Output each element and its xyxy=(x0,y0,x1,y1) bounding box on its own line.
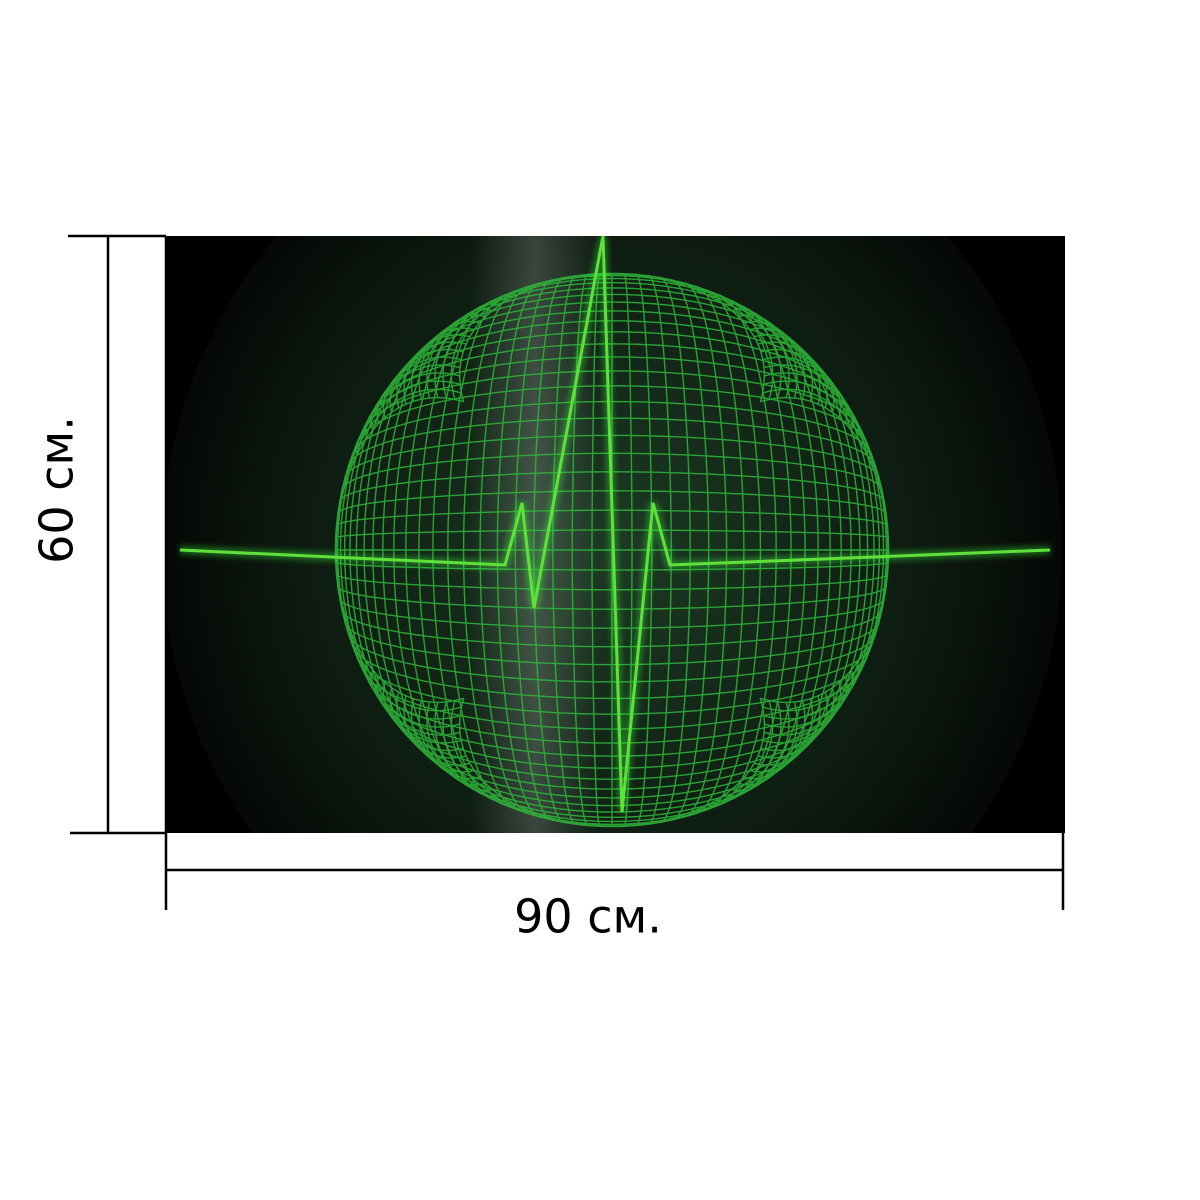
grid-line xyxy=(434,702,790,826)
grid-line xyxy=(762,356,881,744)
picture xyxy=(166,236,1065,833)
grid-line xyxy=(418,700,806,819)
width-label: 90 см. xyxy=(514,890,662,944)
grid-line xyxy=(410,698,814,813)
grid-line xyxy=(403,695,821,807)
grid-line xyxy=(458,698,766,827)
grid-line xyxy=(396,692,828,799)
grid-line xyxy=(426,701,798,823)
grid-line xyxy=(763,364,885,736)
grid-line xyxy=(760,348,875,752)
grid-line xyxy=(764,372,888,728)
grid-line xyxy=(760,396,889,704)
height-label: 60 см. xyxy=(30,416,84,564)
grid-line xyxy=(757,341,869,759)
